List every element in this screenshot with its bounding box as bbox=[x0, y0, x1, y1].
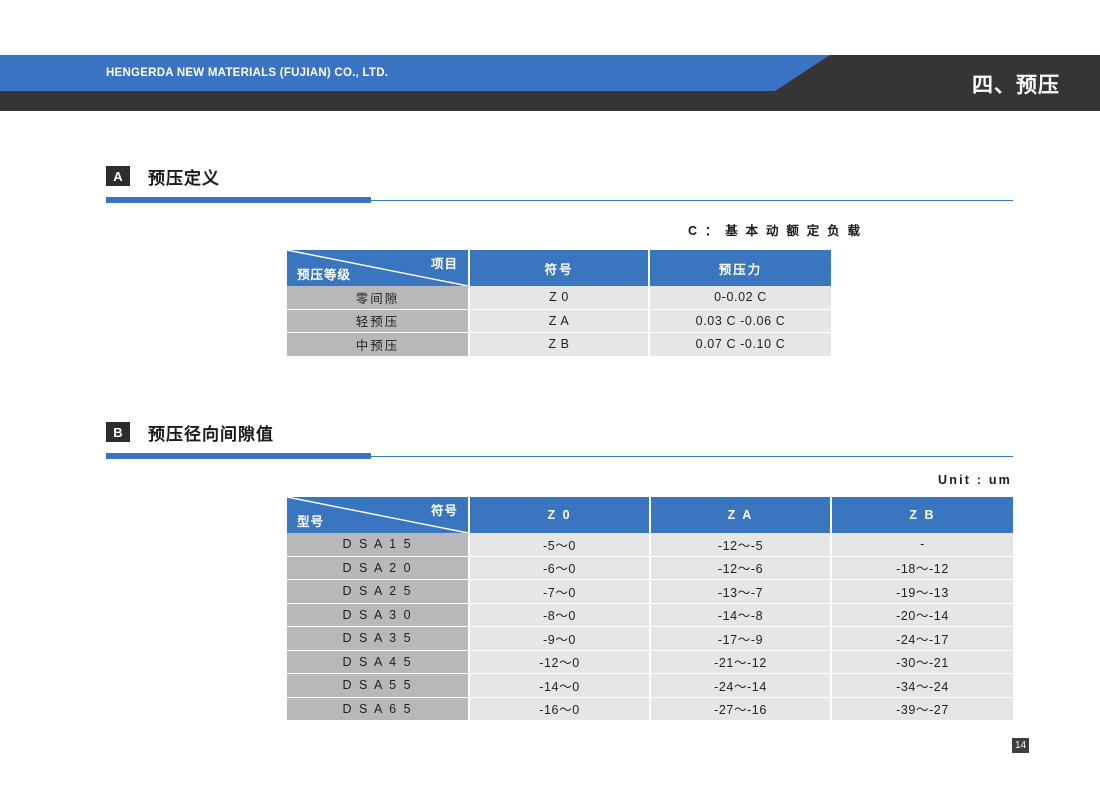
cell-z0: -7～0 bbox=[469, 579, 651, 604]
cell-symbol: Z B bbox=[469, 332, 650, 357]
column-header-z0: Z 0 bbox=[469, 497, 651, 533]
cell-z0: -12～0 bbox=[469, 650, 651, 674]
corner-header-cell-1: 项目 预压等级 bbox=[287, 250, 470, 286]
unit-label: Unit : um bbox=[938, 473, 1012, 487]
cell-zb: -19～-13 bbox=[831, 579, 1013, 604]
cell-model: D S A 1 5 bbox=[287, 533, 470, 557]
cell-model: D S A 2 5 bbox=[287, 579, 470, 604]
table-row: D S A 3 0 -8～0 -14～-8 -20～-14 bbox=[287, 603, 1013, 627]
section-b-title: 预压径向间隙值 bbox=[148, 424, 274, 444]
table-row: 中预压 Z B 0.07 C -0.10 C bbox=[287, 332, 831, 357]
table-row: D S A 3 5 -9～0 -17～-9 -24～-17 bbox=[287, 626, 1013, 651]
cell-symbol: Z A bbox=[469, 309, 650, 333]
cell-z0: -16～0 bbox=[469, 697, 651, 721]
radial-clearance-body: D S A 1 5 -5～0 -12～-5 - D S A 2 0 -6～0 -… bbox=[287, 533, 1013, 721]
radial-clearance-table: 符号 型号 Z 0 Z A Z B D S A 1 5 -5～0 -12～-5 … bbox=[287, 497, 1013, 721]
basic-dynamic-load-note: C ： 基 本 动 额 定 负 载 bbox=[688, 224, 863, 238]
preload-definition-table: 项目 预压等级 符号 预压力 零间隙 Z 0 0-0.02 C 轻预压 Z A … bbox=[287, 250, 831, 357]
table-row: D S A 2 0 -6～0 -12～-6 -18～-12 bbox=[287, 556, 1013, 580]
cell-model: D S A 4 5 bbox=[287, 650, 470, 674]
cell-grade: 轻预压 bbox=[287, 309, 470, 333]
section-a-badge: A bbox=[106, 166, 130, 186]
table-row: D S A 1 5 -5～0 -12～-5 - bbox=[287, 533, 1013, 557]
cell-symbol: Z 0 bbox=[469, 286, 650, 310]
cell-zb: -34～-24 bbox=[831, 673, 1013, 698]
table-row: 零间隙 Z 0 0-0.02 C bbox=[287, 286, 831, 310]
cell-za: -27～-16 bbox=[650, 697, 832, 721]
corner-bottom-label-1: 预压等级 bbox=[297, 268, 352, 282]
header-blue-banner bbox=[0, 55, 830, 91]
column-header-symbol: 符号 bbox=[469, 250, 650, 286]
cell-model: D S A 5 5 bbox=[287, 673, 470, 698]
cell-zb: -24～-17 bbox=[831, 626, 1013, 651]
cell-zb: -20～-14 bbox=[831, 603, 1013, 627]
corner-top-label-1: 项目 bbox=[430, 257, 458, 271]
cell-grade: 中预压 bbox=[287, 332, 470, 357]
section-a-heading: A 预压定义 bbox=[106, 163, 1013, 189]
corner-bottom-label-2: 型号 bbox=[297, 515, 325, 529]
cell-force: 0-0.02 C bbox=[649, 286, 831, 310]
section-a-divider-thick bbox=[106, 197, 371, 203]
cell-za: -14～-8 bbox=[650, 603, 832, 627]
cell-zb: -30～-21 bbox=[831, 650, 1013, 674]
cell-z0: -5～0 bbox=[469, 533, 651, 557]
table-header-row: 符号 型号 Z 0 Z A Z B bbox=[287, 497, 1013, 533]
table-row: 轻预压 Z A 0.03 C -0.06 C bbox=[287, 309, 831, 333]
table-row: D S A 6 5 -16～0 -27～-16 -39～-27 bbox=[287, 697, 1013, 721]
section-a-divider bbox=[106, 197, 1013, 203]
section-a: A 预压定义 bbox=[106, 163, 1013, 203]
cell-z0: -8～0 bbox=[469, 603, 651, 627]
cell-z0: -9～0 bbox=[469, 626, 651, 651]
column-header-zb: Z B bbox=[831, 497, 1013, 533]
cell-model: D S A 3 5 bbox=[287, 626, 470, 651]
section-b-divider-thin bbox=[106, 455, 1013, 457]
cell-za: -17～-9 bbox=[650, 626, 832, 651]
cell-za: -12～-5 bbox=[650, 533, 832, 557]
cell-force: 0.07 C -0.10 C bbox=[649, 332, 831, 357]
cell-model: D S A 3 0 bbox=[287, 603, 470, 627]
cell-za: -12～-6 bbox=[650, 556, 832, 580]
section-a-divider-thin bbox=[106, 199, 1013, 201]
corner-top-label-2: 符号 bbox=[430, 504, 458, 518]
cell-force: 0.03 C -0.06 C bbox=[649, 309, 831, 333]
table-row: D S A 4 5 -12～0 -21～-12 -30～-21 bbox=[287, 650, 1013, 674]
corner-header-cell-2: 符号 型号 bbox=[287, 497, 470, 533]
cell-z0: -6～0 bbox=[469, 556, 651, 580]
cell-model: D S A 6 5 bbox=[287, 697, 470, 721]
page-title: 四、预压 bbox=[972, 74, 1060, 97]
column-header-za: Z A bbox=[650, 497, 832, 533]
cell-zb: -18～-12 bbox=[831, 556, 1013, 580]
cell-zb: -39～-27 bbox=[831, 697, 1013, 721]
cell-grade: 零间隙 bbox=[287, 286, 470, 310]
table-row: D S A 2 5 -7～0 -13～-7 -19～-13 bbox=[287, 579, 1013, 604]
cell-z0: -14～0 bbox=[469, 673, 651, 698]
cell-za: -24～-14 bbox=[650, 673, 832, 698]
page-number-badge: 14 bbox=[1012, 738, 1029, 753]
section-a-title: 预压定义 bbox=[148, 168, 220, 188]
cell-model: D S A 2 0 bbox=[287, 556, 470, 580]
cell-za: -13～-7 bbox=[650, 579, 832, 604]
company-name: HENGERDA NEW MATERIALS (FUJIAN) CO., LTD… bbox=[106, 67, 389, 79]
table-header-row: 项目 预压等级 符号 预压力 bbox=[287, 250, 831, 286]
column-header-force: 预压力 bbox=[649, 250, 831, 286]
section-b-heading: B 预压径向间隙值 bbox=[106, 419, 1013, 445]
section-b-divider bbox=[106, 453, 1013, 459]
section-b-divider-thick bbox=[106, 453, 371, 459]
cell-zb: - bbox=[831, 533, 1013, 557]
section-b-badge: B bbox=[106, 422, 130, 442]
section-b: B 预压径向间隙值 bbox=[106, 419, 1013, 459]
page-header: HENGERDA NEW MATERIALS (FUJIAN) CO., LTD… bbox=[0, 55, 1100, 111]
table-row: D S A 5 5 -14～0 -24～-14 -34～-24 bbox=[287, 673, 1013, 698]
cell-za: -21～-12 bbox=[650, 650, 832, 674]
